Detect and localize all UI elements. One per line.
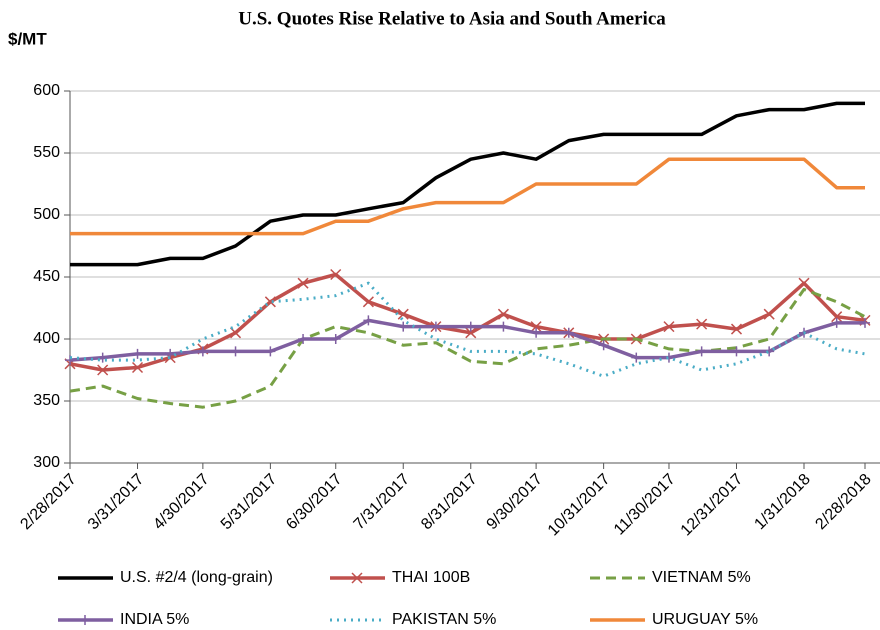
y-tick-label: 600 [33,82,60,99]
y-tick-label: 500 [33,206,60,223]
marker [397,308,409,320]
marker [696,346,707,357]
legend-label: VIETNAM 5% [652,569,751,586]
chart-title: U.S. Quotes Rise Relative to Asia and So… [238,8,666,29]
series [69,281,866,378]
marker [530,321,542,333]
marker [831,317,842,328]
marker [230,327,242,339]
marker [398,321,409,332]
marker [165,348,176,359]
marker [498,321,509,332]
legend-label: U.S. #2/4 (long-grain) [120,569,273,586]
x-tick-label: 9/30/2017 [484,471,546,533]
x-tick-label: 8/31/2017 [418,471,480,533]
x-tick-label: 11/30/2017 [611,471,679,539]
marker [763,308,775,320]
x-tick-label: 5/31/2017 [218,471,280,533]
marker [80,615,90,625]
marker [132,348,143,359]
series [69,287,866,409]
x-tick-label: 1/31/2018 [751,471,813,533]
series-line [70,101,865,267]
x-tick-label: 12/31/2017 [678,471,747,540]
y-tick-label: 400 [33,330,60,347]
y-tick-label: 300 [33,454,60,471]
marker [351,572,363,584]
marker [598,340,609,351]
y-tick-label: 450 [33,268,60,285]
y-tick-label: 550 [33,144,60,161]
marker [330,268,342,281]
marker [430,321,441,332]
x-tick-label: 6/30/2017 [283,471,345,533]
series-line [69,281,866,378]
marker [663,321,675,333]
x-tick-label: 2/28/2017 [17,471,79,533]
marker [831,311,843,323]
marker [860,317,870,328]
series [70,101,865,267]
legend-label: PAKISTAN 5% [392,611,496,628]
marker [197,346,208,357]
x-tick-label: 3/31/2017 [85,471,147,533]
series [70,157,865,236]
x-tick-label: 4/30/2017 [150,471,212,533]
marker [465,327,477,339]
marker [563,327,574,338]
marker [531,327,542,338]
marker [696,318,708,330]
marker [363,315,374,326]
series-line [70,157,865,236]
y-axis-label: $/MT [8,29,47,48]
marker [497,308,509,320]
legend-label: INDIA 5% [120,611,189,628]
x-tick-label: 7/31/2017 [351,471,413,533]
series-line [69,287,866,409]
marker [663,352,674,363]
marker [330,334,341,344]
x-tick-label: 2/28/2018 [812,471,874,533]
marker [97,352,108,363]
marker [265,346,276,357]
marker [730,323,743,335]
series-line [69,272,866,372]
marker [298,334,309,344]
legend-label: URUGUAY 5% [652,611,758,628]
marker [65,355,75,366]
marker [131,361,144,374]
marker [631,352,642,363]
marker [731,346,742,357]
marker [798,277,810,289]
series [65,315,870,366]
marker [230,346,241,357]
marker [362,296,374,308]
legend-label: THAI 100B [392,569,470,586]
x-tick-label: 10/31/2017 [545,471,614,540]
marker [764,346,775,357]
y-tick-label: 350 [33,392,60,409]
marker [97,364,109,376]
marker [297,277,309,289]
marker [465,321,476,332]
